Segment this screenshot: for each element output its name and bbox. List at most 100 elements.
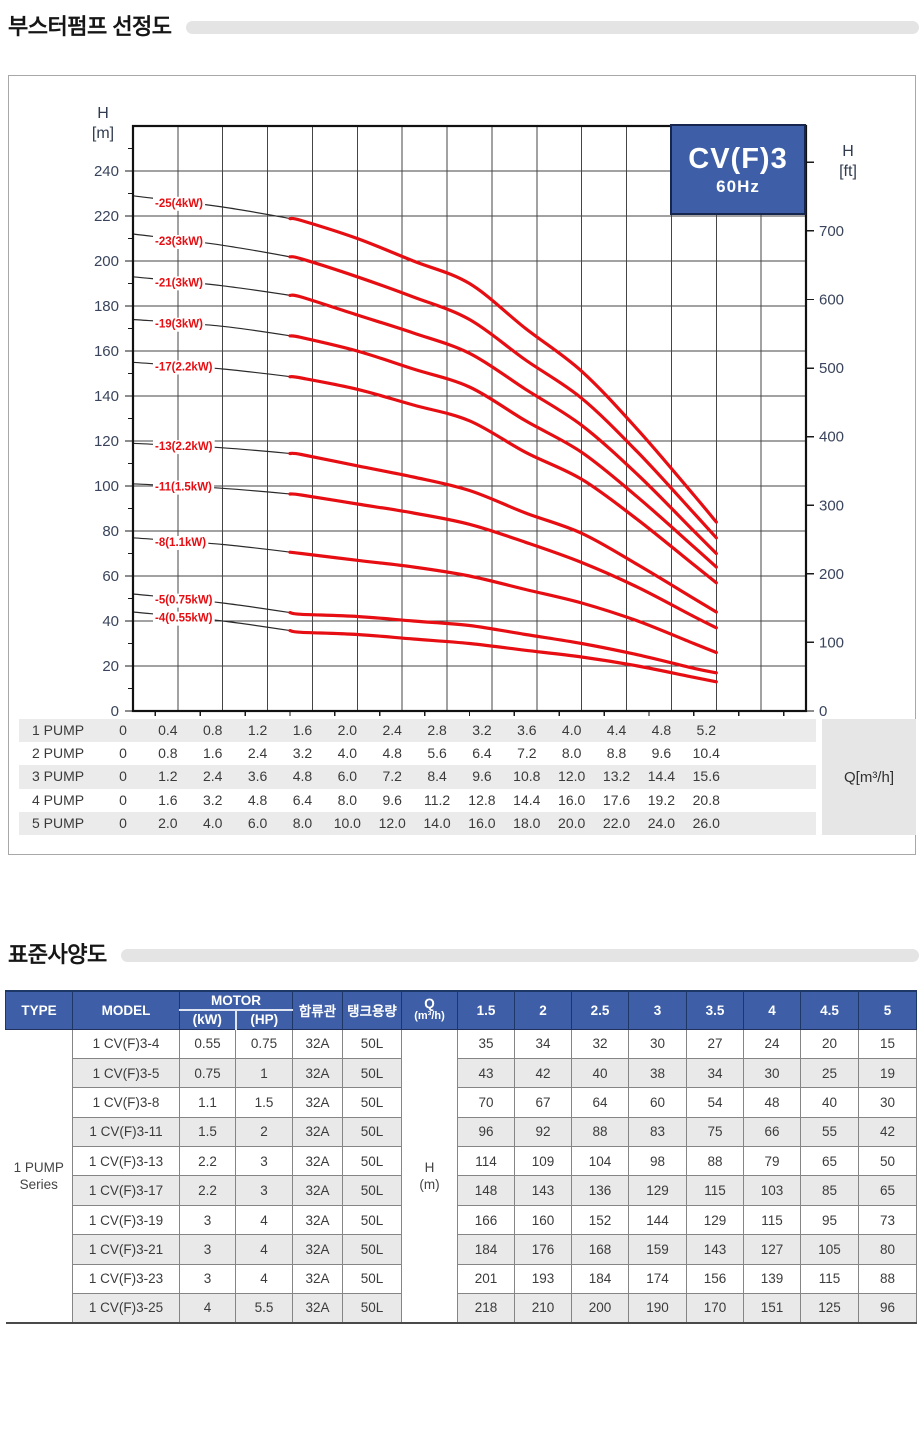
spec-cell-head: 85	[800, 1175, 859, 1206]
spec-cell-head: 27	[686, 1028, 744, 1059]
spec-cell-head: 60	[628, 1087, 687, 1118]
spec-cell-head: 15	[858, 1028, 917, 1059]
curve-label: -21(3kW)	[155, 277, 203, 289]
left-tick-label: 0	[111, 703, 119, 720]
left-axis-quantity: H	[97, 105, 109, 122]
right-tick-label: 200	[819, 566, 844, 583]
spec-cell-model: 1 CV(F)3-11	[72, 1116, 180, 1148]
curve-label-mask-group	[153, 196, 215, 626]
spec-row: 1 CV(F)3-23 3 4 32A 50L 201 193 184 174 156 139 115…	[6, 1263, 917, 1295]
spec-cell-head: 66	[743, 1116, 801, 1148]
spec-cell-pipe: 32A	[292, 1057, 343, 1089]
col-header-q7: 4.5	[800, 990, 859, 1030]
pump-flow-value: 10.4	[692, 745, 720, 762]
spec-cell-head: 25	[800, 1057, 859, 1089]
pump-flow-value: 12.8	[468, 791, 496, 808]
spec-cell-model: 1 CV(F)3-8	[72, 1087, 180, 1118]
pump-flow-value: 0.8	[158, 745, 178, 762]
spec-cell-head: 144	[628, 1204, 687, 1236]
curve-base-group	[132, 195, 302, 633]
curve-label-group: -25(4kW) -23(3kW) -21(3kW) -19(3kW) -17(2.2k…	[155, 198, 213, 625]
spec-cell-head: 35	[457, 1028, 515, 1059]
spec-cell-head: 80	[858, 1234, 917, 1265]
curve-label-mask	[153, 611, 215, 626]
spec-cell-head: 30	[628, 1028, 687, 1059]
spec-cell-head: 95	[800, 1204, 859, 1236]
spec-cell-kw: 1.5	[179, 1116, 236, 1148]
spec-row: 1 CV(F)3-17 2.2 3 32A 50L 148 143 136 129 115 103 8…	[6, 1175, 917, 1206]
left-tick-label: 200	[94, 253, 119, 270]
spec-cell-head: 79	[743, 1146, 801, 1177]
spec-cell-head: 38	[628, 1057, 687, 1089]
pump-row-label: 1 PUMP	[32, 722, 85, 738]
spec-cell-head: 40	[571, 1057, 629, 1089]
model-badge: CV(F)3 60Hz	[670, 124, 806, 215]
pump-flow-value: 3.6	[247, 768, 268, 785]
curve-label: -17(2.2kW)	[155, 362, 213, 374]
curve-highlight	[288, 629, 718, 684]
spec-cell-head: 24	[743, 1028, 801, 1059]
spec-cell-pipe: 32A	[292, 1146, 343, 1177]
left-tick-label: 80	[102, 523, 119, 540]
pump-flow-value: 6.4	[292, 791, 313, 808]
spec-cell-head: 20	[800, 1028, 859, 1059]
spec-cell-tank: 50L	[342, 1087, 402, 1118]
left-axis-unit: [m]	[91, 125, 115, 142]
left-tick-label: 140	[94, 388, 119, 405]
spec-row: 1 CV(F)3-21 3 4 32A 50L 184 176 168 159 143 127 105…	[6, 1234, 917, 1265]
spec-cell-head: 218	[457, 1293, 515, 1324]
spec-cell-head: 190	[628, 1293, 687, 1324]
spec-cell-hp: 4	[235, 1204, 293, 1236]
spec-cell-head: 127	[743, 1234, 801, 1265]
spec-cell-head: 166	[457, 1204, 515, 1236]
selection-curve-plot: 0 20 40 60 80 100 120 140 160 180 200 220 240 0 100 200…	[94, 124, 844, 720]
curve-base	[132, 611, 302, 633]
left-tick-label: 160	[94, 343, 119, 360]
spec-cell-tank: 50L	[342, 1028, 402, 1059]
pump-flow-value: 1.2	[158, 768, 178, 785]
pump-flow-row: 4 PUMP 0 1.6 3.2 4.8 6.4 8.0 9.6 11.2 12.8 14.4 16.…	[19, 789, 816, 812]
spec-cell-head: 200	[571, 1293, 629, 1324]
title-divider-bar	[120, 949, 919, 962]
pump-flow-value: 1.6	[158, 791, 178, 808]
curve-label-mask	[153, 235, 206, 249]
spec-cell-kw: 2.2	[179, 1146, 236, 1177]
pump-flow-value: 11.2	[423, 791, 451, 808]
curve-label: -11(1.5kW)	[155, 482, 212, 494]
spec-cell-hp: 3	[235, 1146, 293, 1177]
spec-cell-head: 168	[571, 1234, 629, 1265]
spec-cell-head: 193	[514, 1263, 572, 1295]
spec-cell-kw: 3	[179, 1263, 236, 1295]
curve-highlight	[288, 492, 718, 630]
selection-section-title: 부스터펌프 선정도	[8, 14, 172, 39]
curve-label: -19(3kW)	[155, 319, 203, 331]
curve-highlight	[288, 216, 718, 524]
col-header-hp: (HP)	[235, 1009, 293, 1030]
spec-cell-hp: 1.5	[235, 1087, 293, 1118]
right-axis-quantity: H	[842, 143, 854, 160]
pump-flow-value: 0	[119, 791, 127, 808]
pump-flow-value: 8.0	[337, 791, 358, 808]
spec-cell-head: 115	[686, 1175, 744, 1206]
col-header-q1: 1.5	[457, 990, 515, 1030]
spec-table: TYPE MODEL MOTOR 합류관 탱크용량 Q (m³/h) 1.5 2…	[5, 990, 917, 1324]
col-header-q4: 3	[628, 990, 687, 1030]
pump-flow-value: 3.6	[517, 722, 537, 738]
pump-flow-value: 0.4	[158, 722, 178, 738]
head-unit-cell: H (m)	[401, 1029, 458, 1323]
spec-cell-head: 103	[743, 1175, 801, 1206]
spec-cell-head: 156	[686, 1263, 744, 1295]
spec-cell-pipe: 32A	[292, 1234, 343, 1265]
spec-cell-head: 73	[858, 1204, 917, 1236]
spec-cell-head: 43	[457, 1057, 515, 1089]
flow-header-symbol: Q	[424, 996, 435, 1012]
curve-base	[132, 361, 302, 379]
spec-cell-kw: 2.2	[179, 1175, 236, 1206]
curve-label-mask	[153, 360, 215, 375]
pump-flow-value: 6.0	[247, 814, 268, 831]
spec-cell-head: 34	[514, 1028, 572, 1059]
curve-label-mask	[153, 440, 215, 455]
curve-label: -8(1.1kW)	[155, 537, 206, 549]
spec-cell-hp: 3	[235, 1175, 293, 1206]
